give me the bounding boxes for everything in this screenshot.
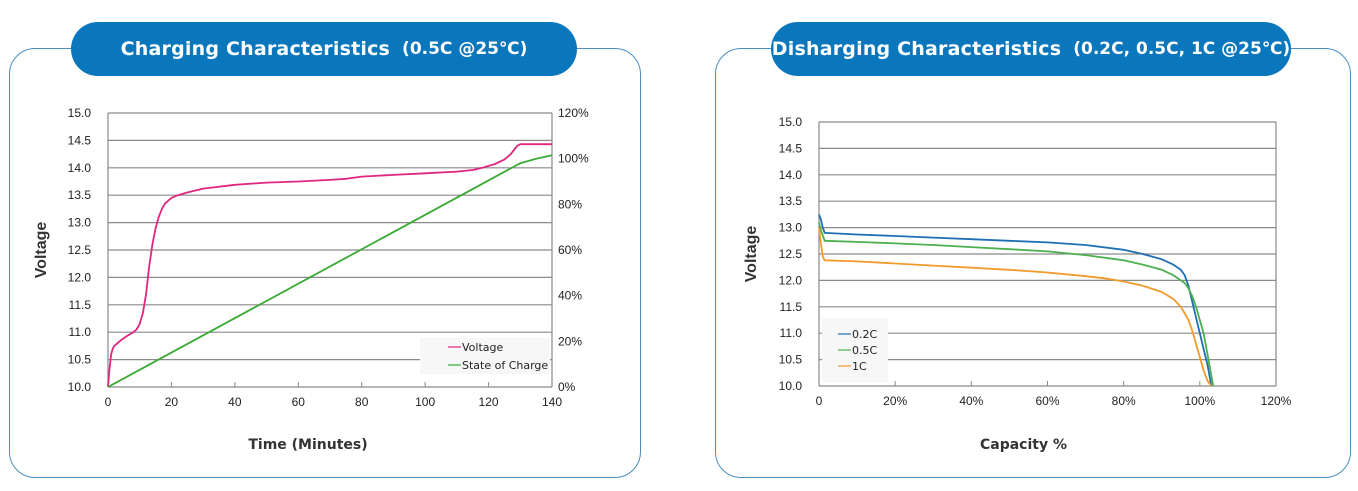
- x-tick-label: 40%: [959, 394, 983, 408]
- series-line-0-2c: [818, 214, 1213, 387]
- x-tick-label: 20%: [883, 394, 907, 408]
- y-tick-label: 10.0: [779, 379, 803, 393]
- x-tick-label: 40: [228, 395, 242, 409]
- y-tick-label: 10.5: [68, 353, 92, 367]
- y-tick-label: 10.5: [779, 353, 803, 367]
- charging-subtitle: (0.5C @25℃): [402, 39, 528, 59]
- discharging-panel: [715, 48, 1351, 478]
- legend-label: 0.2C: [852, 328, 877, 341]
- x-tick-label: 60: [292, 395, 306, 409]
- charging-title-pill: Charging Characteristics (0.5C @25℃): [71, 22, 577, 76]
- y-tick-label: 13.5: [68, 188, 92, 202]
- charging-title: Charging Characteristics: [120, 38, 391, 60]
- legend-label: 0.5C: [852, 344, 877, 357]
- y2-tick-label: 40%: [558, 289, 582, 303]
- legend-background: [822, 318, 888, 382]
- y-tick-label: 14.0: [68, 161, 92, 175]
- legend-label: Voltage: [462, 341, 503, 354]
- charging-panel: [9, 48, 641, 478]
- x-tick-label: 20: [165, 395, 179, 409]
- legend-label: 1C: [852, 360, 867, 373]
- y-tick-label: 14.5: [68, 133, 92, 147]
- y-tick-label: 14.0: [779, 168, 803, 182]
- y2-tick-label: 80%: [558, 197, 582, 211]
- x-tick-label: 100%: [1184, 394, 1215, 408]
- series-line-voltage: [107, 143, 552, 388]
- x-tick-label: 0: [105, 395, 112, 409]
- y-tick-label: 12.5: [779, 247, 803, 261]
- legend-label: State of Charge: [462, 359, 548, 372]
- series-line-0-5c: [818, 222, 1215, 387]
- x-axis-title: Capacity %: [980, 437, 1067, 453]
- series-line-state-of-charge: [107, 154, 553, 388]
- x-tick-label: 100: [415, 395, 435, 409]
- y2-tick-label: 120%: [558, 106, 589, 120]
- x-tick-label: 80%: [1112, 394, 1136, 408]
- y2-tick-label: 100%: [558, 152, 589, 166]
- discharging-subtitle: (0.2C, 0.5C, 1C @25℃): [1073, 39, 1291, 59]
- x-axis-title: Time (Minutes): [248, 437, 367, 453]
- y-tick-label: 15.0: [779, 115, 803, 129]
- y-tick-label: 14.5: [779, 141, 803, 155]
- x-tick-label: 0: [816, 394, 823, 408]
- x-tick-label: 120: [479, 395, 499, 409]
- discharging-title-pill: Disharging Characteristics (0.2C, 0.5C, …: [771, 22, 1291, 76]
- x-tick-label: 60%: [1035, 394, 1059, 408]
- legend-background: [420, 338, 550, 374]
- y-tick-label: 10.0: [68, 380, 92, 394]
- y-tick-label: 11.0: [780, 326, 803, 340]
- y-axis-title: Voltage: [743, 226, 760, 283]
- y-tick-label: 13.0: [68, 216, 92, 230]
- y-tick-label: 11.5: [69, 298, 92, 312]
- y2-tick-label: 20%: [558, 334, 582, 348]
- y2-tick-label: 60%: [558, 243, 582, 257]
- y-tick-label: 12.0: [68, 270, 92, 284]
- x-tick-label: 80: [355, 395, 369, 409]
- x-tick-label: 140: [542, 395, 562, 409]
- y-tick-label: 11.0: [69, 325, 92, 339]
- y-tick-label: 12.0: [779, 273, 803, 287]
- y-axis-title: Voltage: [33, 222, 50, 279]
- charging-chart: 10.0 10.5 11.0 11.5 12.0 12.5 13.0 13.5 14.0 14.5…: [33, 106, 589, 453]
- y-tick-label: 13.5: [779, 194, 803, 208]
- x-tick-label: 120%: [1261, 394, 1292, 408]
- y2-tick-label: 0%: [558, 380, 576, 394]
- series-line-1c: [818, 227, 1213, 387]
- y-tick-label: 13.0: [779, 221, 803, 235]
- y-tick-label: 15.0: [68, 106, 92, 120]
- y-tick-label: 11.5: [780, 300, 803, 314]
- discharging-title: Disharging Characteristics: [771, 38, 1062, 60]
- discharging-chart: 10.0 10.5 11.0 11.5 12.0 12.5 13.0 13.5 14.0 14.5…: [743, 115, 1292, 453]
- y-tick-label: 12.5: [68, 243, 92, 257]
